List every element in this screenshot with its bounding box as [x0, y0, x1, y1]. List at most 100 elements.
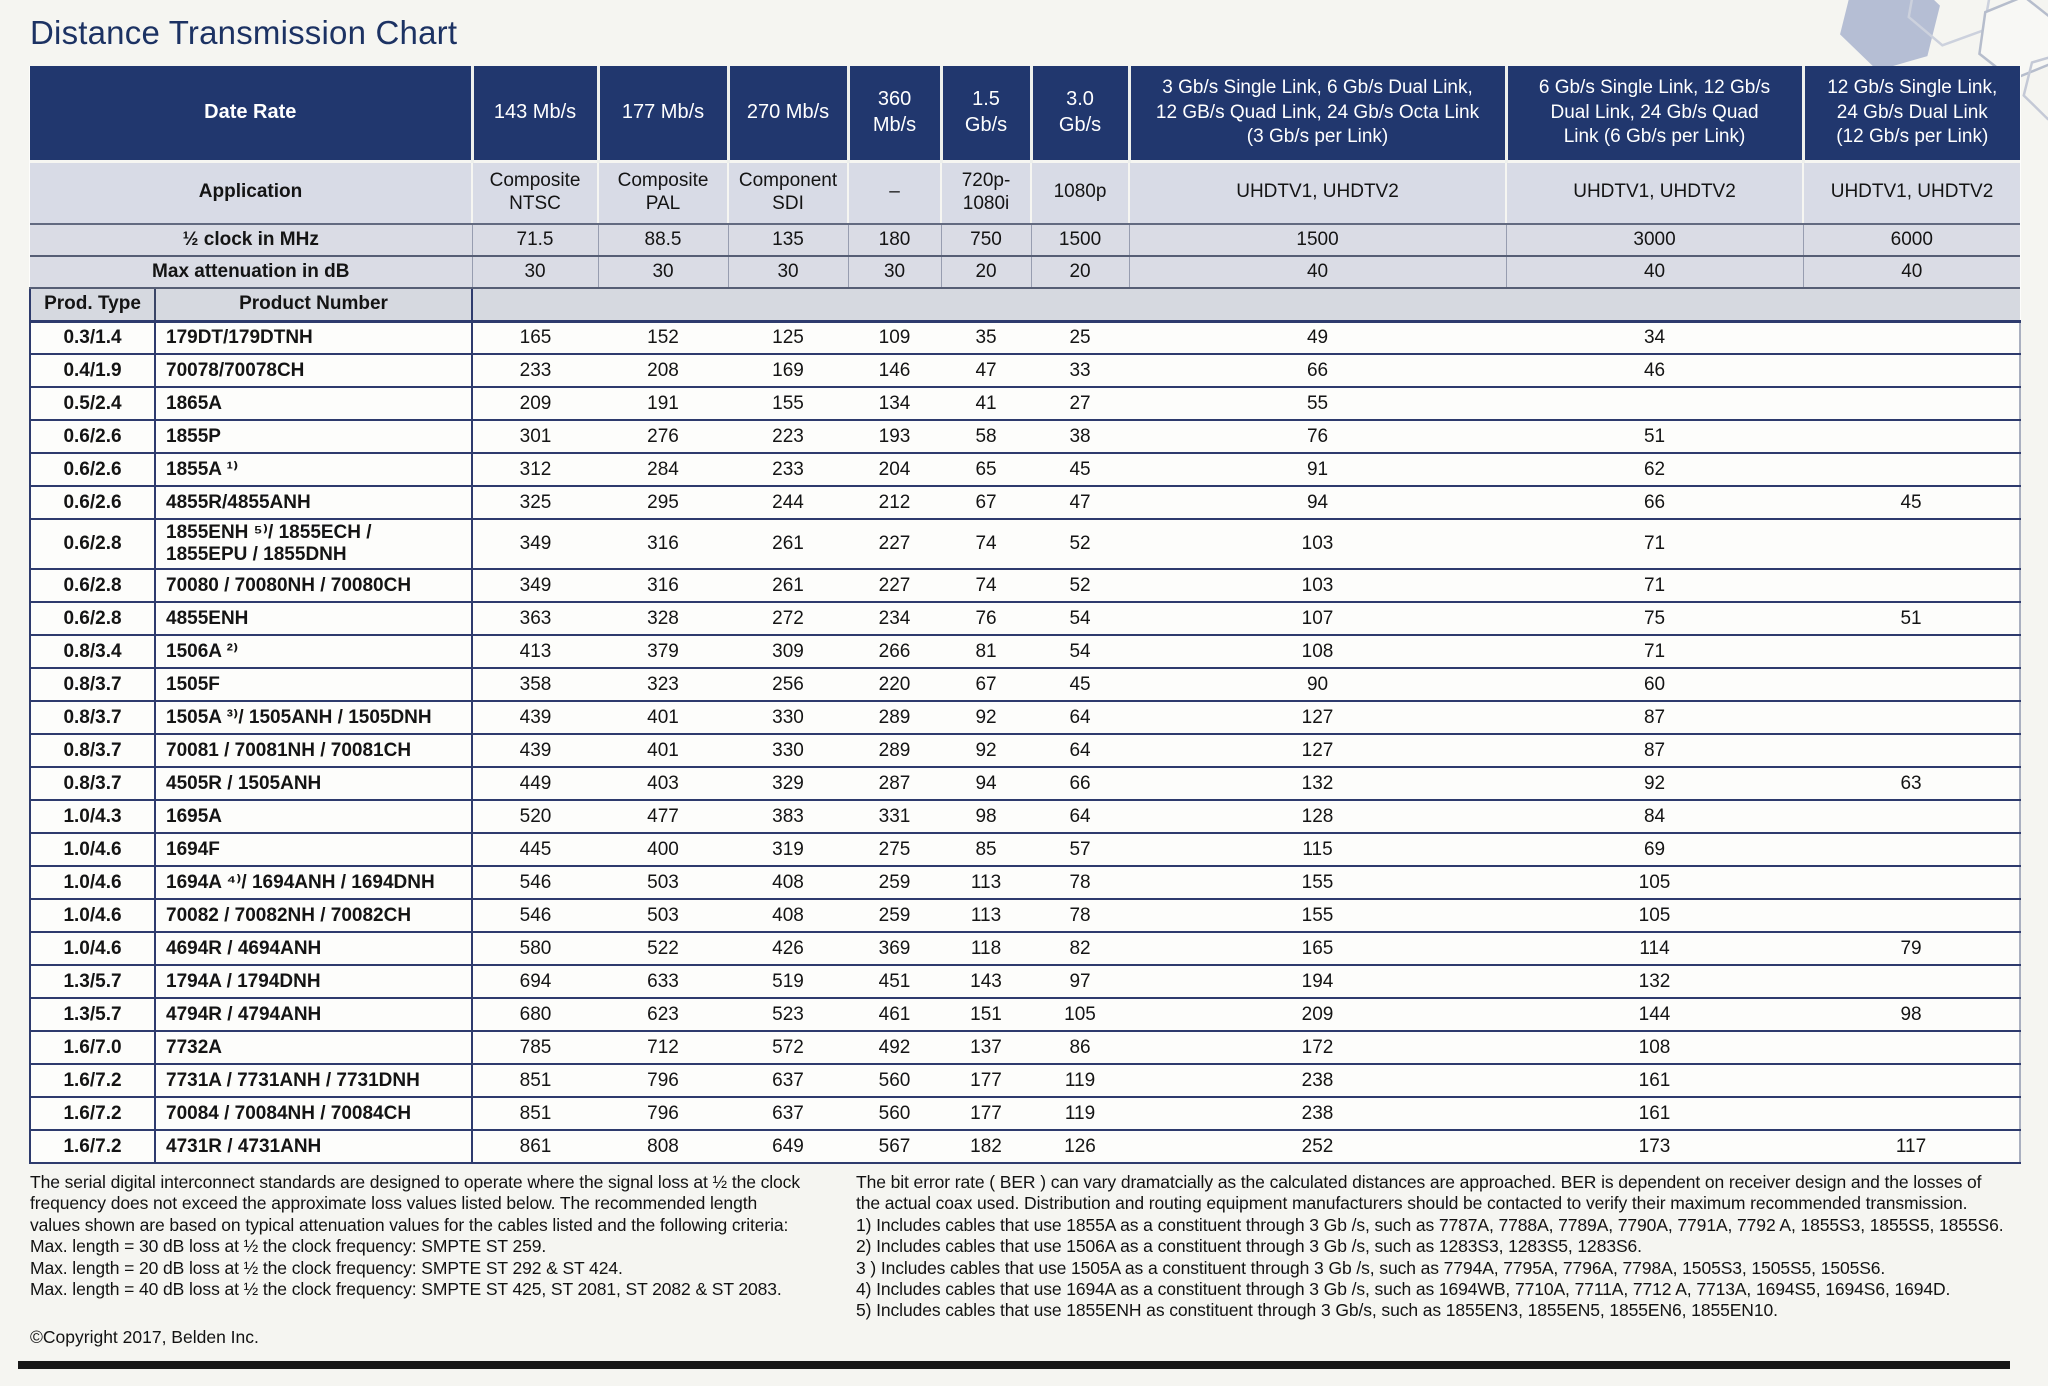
distance-value-cell	[1803, 635, 2022, 669]
prod-type-cell: 1.0/4.6	[29, 932, 156, 966]
distance-value-cell	[1803, 833, 2022, 867]
max-attenuation-value: 40	[1128, 256, 1507, 289]
distance-value-cell: 45	[1031, 453, 1130, 487]
table-row: 1.0/4.6 4694R / 4694ANH 580 522 426 369 118 82 1…	[29, 932, 2022, 966]
rate-col-143: 143 Mb/s	[470, 66, 599, 161]
distance-value-cell: 325	[472, 486, 599, 520]
distance-value-cell: 259	[848, 899, 942, 933]
distance-value-cell: 233	[728, 453, 849, 487]
distance-value-cell	[1803, 965, 2022, 999]
distance-value-cell: 209	[1129, 998, 1507, 1032]
distance-value-cell: 492	[848, 1031, 942, 1065]
distance-value-cell: 137	[941, 1031, 1032, 1065]
distance-value-cell: 107	[1129, 602, 1507, 636]
prod-type-cell: 0.6/2.6	[29, 486, 156, 520]
distance-value-cell	[1803, 1097, 2022, 1131]
distance-value-cell: 151	[941, 998, 1032, 1032]
table-row: 0.6/2.6 1855A ¹⁾ 312 284 233 204 65 45 91 62	[29, 453, 2022, 487]
distance-value-cell: 76	[1129, 420, 1507, 454]
prod-type-cell: 0.6/2.8	[29, 602, 156, 636]
distance-value-cell: 519	[728, 965, 849, 999]
distance-value-cell	[1803, 321, 2022, 355]
product-number-cell: 1855P	[155, 420, 474, 454]
distance-value-cell: 79	[1803, 932, 2022, 966]
distance-value-cell: 349	[472, 519, 599, 570]
distance-value-cell: 52	[1031, 519, 1130, 570]
distance-value-cell: 560	[848, 1064, 942, 1098]
distance-value-cell: 330	[728, 734, 849, 768]
distance-value-cell: 75	[1506, 602, 1804, 636]
table-row: 0.8/3.7 4505R / 1505ANH 449 403 329 287 94 66 13…	[29, 767, 2022, 801]
product-number-cell: 70080 / 70080NH / 70080CH	[155, 569, 474, 603]
prod-type-cell: 1.6/7.2	[29, 1097, 156, 1131]
distance-value-cell: 383	[728, 800, 849, 834]
distance-value-cell: 580	[472, 932, 599, 966]
distance-value-cell: 103	[1129, 519, 1507, 570]
distance-value-cell: 289	[848, 701, 942, 735]
application-cell: UHDTV1, UHDTV2	[1802, 159, 2021, 225]
max-attenuation-value: 30	[847, 256, 942, 289]
distance-value-cell: 401	[598, 734, 729, 768]
table-row: 0.5/2.4 1865A 209 191 155 134 41 27 55	[29, 387, 2022, 421]
product-number-cell: 70078/70078CH	[155, 354, 474, 388]
distance-value-cell: 161	[1506, 1064, 1804, 1098]
application-cell: Composite PAL	[597, 159, 729, 225]
max-attenuation-value: 40	[1802, 256, 2021, 289]
prod-type-header: Prod. Type	[29, 287, 156, 323]
prod-type-cell: 1.6/7.2	[29, 1064, 156, 1098]
distance-value-cell: 212	[848, 486, 942, 520]
table-row: 1.0/4.6 1694F 445 400 319 275 85 57 115 69	[29, 833, 2022, 867]
distance-value-cell: 238	[1129, 1097, 1507, 1131]
half-clock-value: 88.5	[597, 224, 729, 257]
prod-type-cell: 0.8/3.7	[29, 767, 156, 801]
distance-value-cell	[1803, 668, 2022, 702]
distance-value-cell: 289	[848, 734, 942, 768]
distance-value-cell: 261	[728, 569, 849, 603]
distance-value-cell: 143	[941, 965, 1032, 999]
distance-value-cell: 64	[1031, 800, 1130, 834]
distance-value-cell: 58	[941, 420, 1032, 454]
distance-value-cell: 74	[941, 569, 1032, 603]
application-cell: 1080p	[1030, 159, 1130, 225]
product-number-cell: 70081 / 70081NH / 70081CH	[155, 734, 474, 768]
distance-value-cell: 109	[848, 321, 942, 355]
rate-col-270: 270 Mb/s	[726, 66, 849, 161]
distance-value-cell: 449	[472, 767, 599, 801]
product-band-filler	[472, 287, 2021, 323]
distance-value-cell: 220	[848, 668, 942, 702]
distance-value-cell: 461	[848, 998, 942, 1032]
distance-value-cell	[1803, 354, 2022, 388]
distance-value-cell: 113	[941, 866, 1032, 900]
distance-value-cell: 155	[1129, 899, 1507, 933]
product-number-cell: 1794A / 1794DNH	[155, 965, 474, 999]
distance-value-cell: 694	[472, 965, 599, 999]
distance-value-cell: 64	[1031, 734, 1130, 768]
distance-value-cell: 172	[1129, 1031, 1507, 1065]
distance-value-cell: 45	[1803, 486, 2022, 520]
distance-value-cell: 330	[728, 701, 849, 735]
half-clock-value: 180	[847, 224, 942, 257]
distance-value-cell: 851	[472, 1064, 599, 1098]
distance-value-cell: 208	[598, 354, 729, 388]
product-number-cell: 4505R / 1505ANH	[155, 767, 474, 801]
product-number-cell: 1506A ²⁾	[155, 635, 474, 669]
copyright-line: ©Copyright 2017, Belden Inc.	[30, 1327, 259, 1347]
distance-value-cell: 119	[1031, 1064, 1130, 1098]
product-number-cell: 4731R / 4731ANH	[155, 1130, 474, 1164]
distance-value-cell	[1803, 701, 2022, 735]
distance-value-cell: 54	[1031, 635, 1130, 669]
prod-type-cell: 0.8/3.4	[29, 635, 156, 669]
distance-value-cell: 105	[1506, 899, 1804, 933]
distance-value-cell: 712	[598, 1031, 729, 1065]
distance-value-cell: 33	[1031, 354, 1130, 388]
table-row: 1.6/7.2 70084 / 70084NH / 70084CH 851 796 63…	[29, 1097, 2022, 1131]
distance-value-cell: 57	[1031, 833, 1130, 867]
distance-value-cell: 851	[472, 1097, 599, 1131]
distance-value-cell: 126	[1031, 1130, 1130, 1164]
product-number-cell: 4694R / 4694ANH	[155, 932, 474, 966]
distance-value-cell: 316	[598, 519, 729, 570]
table-row: 1.6/7.0 7732A 785 712 572 492 137 86 172 108	[29, 1031, 2022, 1065]
prod-type-cell: 1.0/4.6	[29, 866, 156, 900]
distance-value-cell: 194	[1129, 965, 1507, 999]
distance-value-cell: 25	[1031, 321, 1130, 355]
